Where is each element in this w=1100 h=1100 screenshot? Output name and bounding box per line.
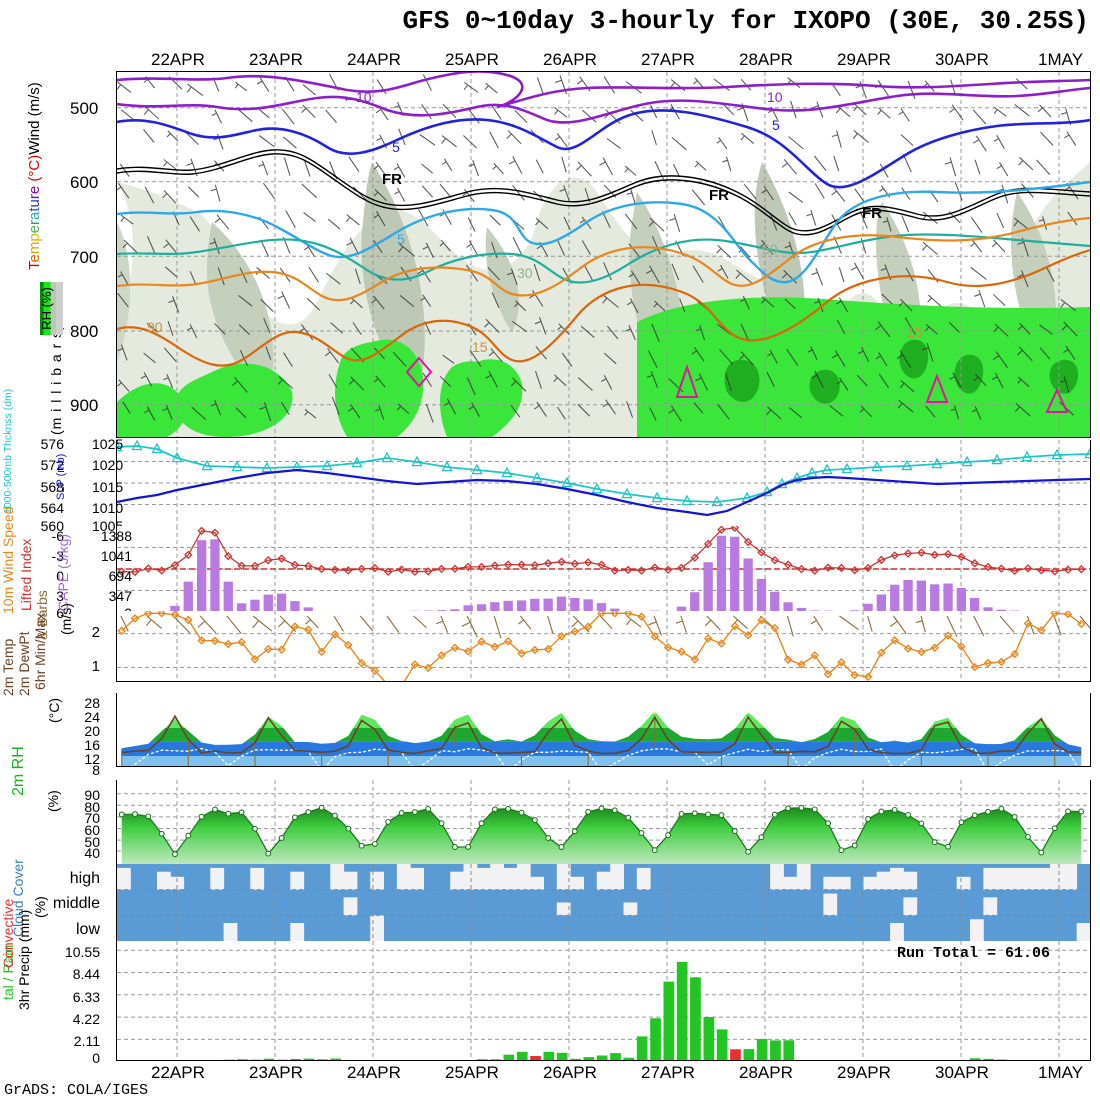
svg-text:FR: FR	[382, 171, 402, 188]
svg-text:5: 5	[392, 139, 400, 155]
svg-text:FR: FR	[862, 205, 882, 222]
svg-text:5: 5	[772, 117, 780, 133]
svg-text:10: 10	[767, 89, 783, 105]
svg-text:15: 15	[472, 339, 488, 355]
svg-text:FR: FR	[709, 187, 729, 204]
svg-text:30: 30	[517, 265, 533, 281]
svg-text:5: 5	[397, 231, 405, 247]
svg-text:←10: ←10	[342, 89, 372, 105]
svg-text:90: 90	[147, 319, 163, 335]
svg-text:Run Total = 61.06: Run Total = 61.06	[897, 945, 1050, 962]
svg-text:50: 50	[762, 241, 778, 257]
svg-text:15: 15	[907, 324, 923, 340]
